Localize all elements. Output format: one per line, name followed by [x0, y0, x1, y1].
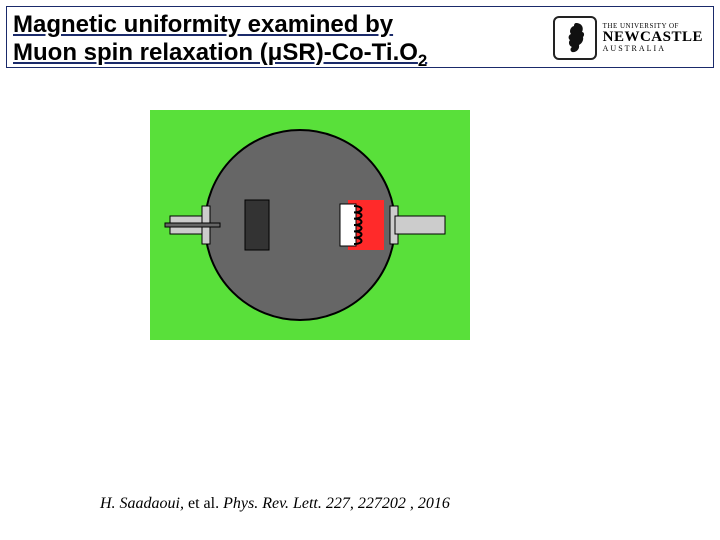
muon-apparatus-diagram [150, 110, 470, 340]
university-logo: THE UNIVERSITY OF NEWCASTLE AUSTRALIA [553, 10, 703, 66]
slide: Magnetic uniformity examined by Muon spi… [0, 0, 720, 540]
title-line1: Magnetic uniformity examined by [13, 11, 393, 38]
seahorse-icon [560, 21, 590, 55]
title-bar: Magnetic uniformity examined by Muon spi… [6, 6, 714, 68]
title-line2: Muon spin relaxation (μSR)-Co-Ti.O2 [13, 39, 427, 66]
seahorse-badge-icon [553, 16, 597, 60]
logo-line-big: NEWCASTLE [603, 30, 703, 45]
logo-text: THE UNIVERSITY OF NEWCASTLE AUSTRALIA [603, 23, 703, 53]
citation: H. Saadaoui, et al. Phys. Rev. Lett. 227… [100, 495, 450, 513]
logo-line-country: AUSTRALIA [603, 45, 703, 53]
